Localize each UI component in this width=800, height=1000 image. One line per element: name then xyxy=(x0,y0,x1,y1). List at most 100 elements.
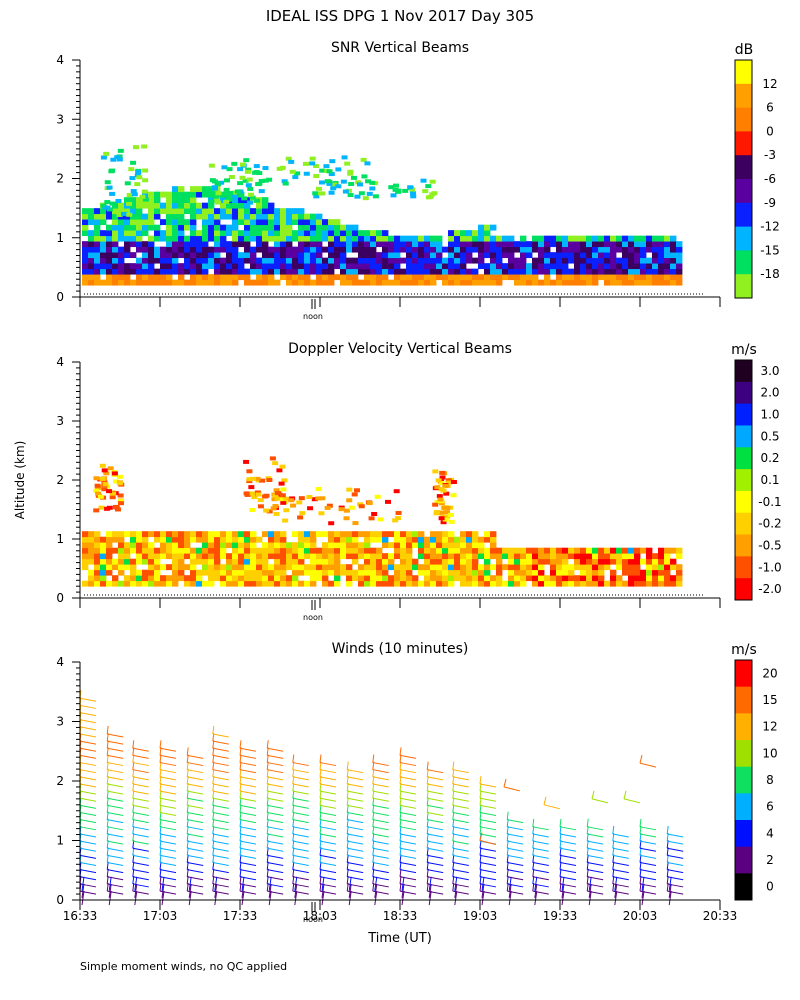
heatmap-cell xyxy=(532,564,539,571)
heatmap-cell xyxy=(323,164,330,169)
heatmap-cell xyxy=(526,547,533,554)
wind-barb xyxy=(321,876,325,891)
wind-barb xyxy=(612,833,629,838)
heatmap-cell xyxy=(352,257,359,264)
heatmap-cell xyxy=(160,246,167,253)
wind-barb xyxy=(452,862,469,867)
heatmap-cell xyxy=(160,263,167,270)
heatmap-cell xyxy=(364,268,371,275)
heatmap-cell xyxy=(538,263,545,270)
heatmap-cell xyxy=(586,252,593,259)
wind-barb xyxy=(132,754,149,759)
heatmap-cell xyxy=(244,580,251,587)
heatmap-cell xyxy=(640,235,647,242)
heatmap-cell xyxy=(172,553,179,560)
heatmap-cell xyxy=(322,580,329,587)
heatmap-cell xyxy=(148,252,155,259)
heatmap-cell xyxy=(160,191,167,198)
x-tick-label: 20:03 xyxy=(623,909,658,923)
heatmap-cell xyxy=(448,519,455,524)
heatmap-cell xyxy=(616,263,623,270)
heatmap-cell xyxy=(628,241,635,248)
heatmap-cell xyxy=(116,157,123,162)
colorbar-swatch xyxy=(735,686,752,714)
heatmap-cell xyxy=(646,235,653,242)
heatmap-cell xyxy=(496,279,503,286)
colorbar-label: -6 xyxy=(764,172,776,186)
heatmap-cell xyxy=(298,564,305,571)
heatmap-cell xyxy=(394,531,401,538)
heatmap-cell xyxy=(130,542,137,549)
heatmap-cell xyxy=(610,274,617,281)
heatmap-cell xyxy=(238,268,245,275)
heatmap-cell xyxy=(514,558,521,565)
heatmap-cell xyxy=(490,536,497,543)
heatmap-cell xyxy=(334,241,341,248)
heatmap-cell xyxy=(592,235,599,242)
heatmap-cell xyxy=(658,547,665,554)
wind-barb xyxy=(294,876,298,891)
heatmap-cell xyxy=(628,246,635,253)
heatmap-cell xyxy=(292,230,299,237)
wind-barb xyxy=(267,747,284,752)
heatmap-cell xyxy=(406,241,413,248)
heatmap-cell xyxy=(454,542,461,549)
heatmap-cell xyxy=(118,246,125,253)
wind-barb xyxy=(212,747,229,752)
wind-barb xyxy=(107,733,124,738)
heatmap-cell xyxy=(250,553,257,560)
heatmap-cell xyxy=(478,569,485,576)
heatmap-cell xyxy=(118,569,125,576)
heatmap-cell xyxy=(400,580,407,587)
wind-barb xyxy=(479,876,497,881)
heatmap-cell xyxy=(478,235,485,242)
heatmap-cell xyxy=(352,230,359,237)
heatmap-cell xyxy=(508,263,515,270)
heatmap-cell xyxy=(484,235,491,242)
heatmap-cell xyxy=(99,463,106,468)
heatmap-cell xyxy=(208,252,215,259)
heatmap-cell xyxy=(178,224,185,231)
heatmap-cell xyxy=(616,246,623,253)
wind-barb xyxy=(107,769,124,774)
heatmap-cell xyxy=(124,531,131,538)
heatmap-cell xyxy=(190,569,197,576)
heatmap-cell xyxy=(258,189,265,194)
heatmap-cell xyxy=(322,257,329,264)
heatmap-cell xyxy=(226,564,233,571)
heatmap-cell xyxy=(442,531,449,538)
heatmap-cell xyxy=(313,163,320,168)
heatmap-cell xyxy=(544,263,551,270)
heatmap-cell xyxy=(202,213,209,220)
heatmap-cell xyxy=(340,179,347,184)
heatmap-cell xyxy=(309,156,316,161)
heatmap-cell xyxy=(490,246,497,253)
heatmap-cell xyxy=(544,274,551,281)
heatmap-cell xyxy=(670,575,677,582)
heatmap-cell xyxy=(382,575,389,582)
wind-barb xyxy=(427,819,444,824)
heatmap-cell xyxy=(172,230,179,237)
heatmap-cell xyxy=(148,257,155,264)
wind-barb xyxy=(372,797,389,802)
heatmap-cell xyxy=(304,235,311,242)
heatmap-cell xyxy=(190,274,197,281)
heatmap-cell xyxy=(352,224,359,231)
heatmap-cell xyxy=(246,200,253,205)
heatmap-cell xyxy=(109,201,116,206)
heatmap-cell xyxy=(286,224,293,231)
heatmap-cell xyxy=(376,553,383,560)
heatmap-cell xyxy=(106,235,113,242)
heatmap-cell xyxy=(272,504,279,509)
heatmap-cell xyxy=(562,274,569,281)
heatmap-cell xyxy=(437,497,444,502)
wind-barb xyxy=(347,790,364,795)
heatmap-cell xyxy=(364,246,371,253)
heatmap-cell xyxy=(298,213,305,220)
wind-barb xyxy=(372,790,389,795)
heatmap-cell xyxy=(286,575,293,582)
heatmap-cell xyxy=(190,268,197,275)
heatmap-cell xyxy=(358,580,365,587)
heatmap-cell xyxy=(652,575,659,582)
heatmap-cell xyxy=(622,274,629,281)
